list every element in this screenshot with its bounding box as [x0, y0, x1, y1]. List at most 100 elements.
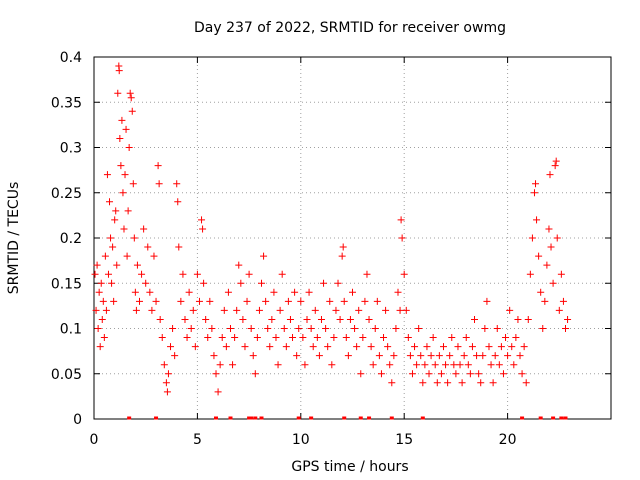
data-point	[411, 343, 419, 351]
data-point	[375, 352, 383, 360]
data-point	[253, 334, 261, 342]
data-point	[293, 352, 301, 360]
data-point	[122, 125, 130, 133]
data-points	[91, 62, 572, 396]
data-point	[131, 288, 139, 296]
data-point	[495, 361, 503, 369]
data-point	[163, 388, 171, 396]
data-point	[96, 343, 104, 351]
data-point	[187, 325, 195, 332]
data-point	[522, 379, 530, 387]
data-point	[117, 162, 125, 170]
y-tick-label: 0	[73, 412, 82, 428]
x-tick-label: 15	[395, 432, 413, 448]
data-point	[359, 334, 367, 342]
data-point	[388, 379, 396, 387]
data-point	[270, 288, 278, 296]
data-point	[146, 288, 154, 296]
y-tick-label: 0.3	[60, 141, 82, 157]
data-point	[193, 270, 201, 278]
data-point	[262, 297, 270, 305]
data-point	[258, 279, 266, 287]
data-point	[361, 297, 369, 305]
data-point	[380, 334, 388, 342]
data-point	[123, 252, 131, 260]
data-point	[226, 325, 234, 332]
y-tick-label: 0.1	[60, 322, 82, 338]
data-point	[384, 343, 392, 351]
data-point	[394, 288, 402, 296]
data-point	[239, 315, 247, 323]
data-point	[493, 325, 501, 332]
data-point	[233, 306, 241, 314]
y-tick-label: 0.35	[51, 95, 82, 111]
data-point	[103, 171, 111, 179]
data-point	[543, 261, 551, 269]
data-point	[116, 134, 124, 142]
data-point	[397, 216, 405, 224]
data-point	[541, 297, 549, 305]
data-point	[289, 334, 297, 342]
data-point	[491, 352, 499, 360]
data-point	[174, 198, 182, 206]
data-point	[427, 352, 435, 360]
data-point	[115, 67, 123, 75]
data-point	[150, 252, 158, 260]
data-point	[317, 315, 325, 323]
data-point	[204, 334, 212, 342]
data-point	[129, 180, 137, 188]
data-point	[386, 361, 394, 369]
data-point	[154, 162, 162, 170]
data-point	[280, 325, 288, 332]
data-point	[107, 234, 115, 242]
data-point	[251, 370, 259, 378]
data-point	[547, 243, 555, 251]
data-point	[245, 270, 253, 278]
data-point	[365, 315, 373, 323]
data-point	[220, 306, 228, 314]
data-point	[537, 288, 545, 296]
x-tick-label: 10	[292, 432, 310, 448]
data-point	[108, 279, 116, 287]
data-point	[295, 325, 303, 332]
data-point	[268, 315, 276, 323]
data-point	[138, 270, 146, 278]
data-point	[349, 288, 356, 296]
x-tick-label: 5	[193, 432, 202, 448]
data-point	[460, 352, 468, 360]
data-point	[555, 306, 563, 314]
data-point	[545, 225, 553, 233]
data-point	[183, 334, 191, 342]
data-point	[322, 325, 330, 332]
data-point	[162, 379, 170, 387]
data-point	[518, 370, 526, 378]
data-point	[299, 334, 307, 342]
data-point	[475, 370, 483, 378]
data-point	[155, 180, 163, 188]
data-point	[112, 207, 120, 215]
data-point	[402, 306, 410, 314]
data-point	[533, 216, 541, 224]
data-point	[473, 352, 481, 360]
data-point	[93, 261, 101, 269]
data-point	[120, 225, 128, 233]
data-point	[452, 370, 460, 378]
data-point	[235, 261, 243, 269]
data-point	[100, 334, 108, 342]
data-point	[210, 352, 218, 360]
data-point	[326, 297, 334, 305]
data-point	[144, 243, 152, 251]
data-point	[140, 225, 148, 233]
data-point	[94, 325, 102, 332]
data-point	[208, 325, 216, 332]
x-tick-label: 20	[499, 432, 517, 448]
data-point	[106, 198, 114, 206]
data-point	[564, 315, 572, 323]
data-point	[520, 343, 528, 351]
data-point	[526, 270, 534, 278]
data-point	[237, 279, 245, 287]
data-point	[454, 343, 462, 351]
data-point	[169, 325, 177, 332]
data-point	[477, 379, 485, 387]
data-point	[177, 297, 185, 305]
